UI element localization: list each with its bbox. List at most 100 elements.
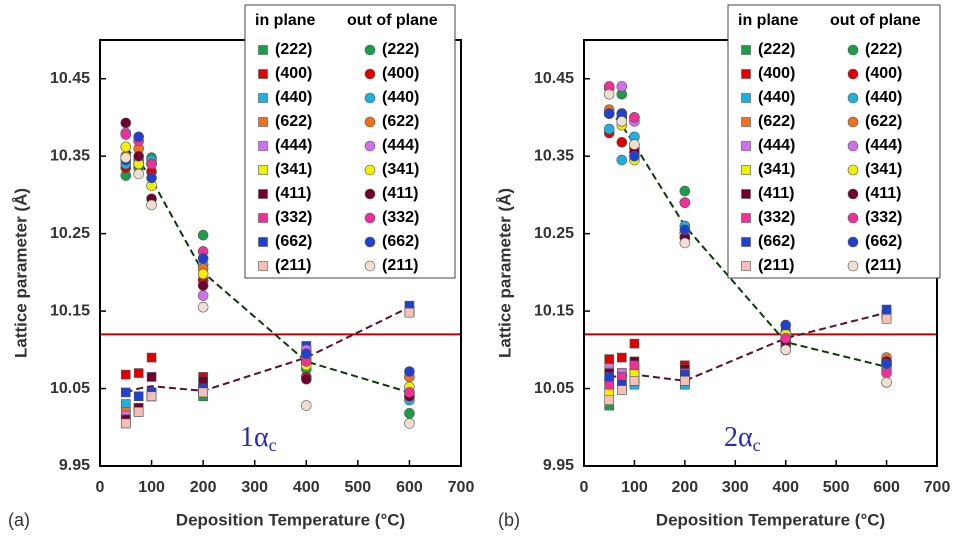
circle-marker bbox=[300, 400, 312, 411]
legend-marker bbox=[364, 140, 376, 152]
legend-marker bbox=[847, 140, 859, 152]
legend-label: (341) bbox=[758, 161, 795, 178]
x-tick-label: 300 bbox=[241, 479, 268, 496]
legend-label: (411) bbox=[275, 185, 311, 202]
legend-marker bbox=[364, 68, 376, 80]
legend-marker bbox=[364, 92, 376, 104]
legend-label: (662) bbox=[865, 233, 902, 250]
legend-header: out of plane bbox=[347, 12, 438, 29]
x-tick-label: 100 bbox=[138, 479, 165, 496]
panel: 9.95 10.05 10.15 10.25 10.35 10.45 0 100 200 300 4… bbox=[495, 4, 950, 530]
circle-marker bbox=[197, 268, 209, 280]
legend-label: (222) bbox=[382, 41, 419, 58]
circle-marker bbox=[679, 185, 691, 197]
circle-marker bbox=[603, 108, 615, 119]
x-axis-label: Deposition Temperature (°C) bbox=[176, 510, 405, 529]
x-tick-label: 200 bbox=[672, 479, 699, 496]
circle-marker bbox=[881, 358, 892, 370]
square-marker bbox=[629, 360, 640, 371]
circle-marker bbox=[133, 168, 144, 180]
x-tick-label: 500 bbox=[345, 479, 372, 496]
legend-label: (662) bbox=[382, 233, 419, 250]
y-tick-label: 10.45 bbox=[50, 70, 90, 87]
circle-marker bbox=[616, 136, 628, 148]
x-tick-label: 600 bbox=[873, 479, 900, 496]
annotation: 2αc bbox=[724, 422, 761, 455]
circle-marker bbox=[404, 387, 415, 398]
x-tick-label: 0 bbox=[580, 479, 589, 496]
legend-label: (411) bbox=[382, 185, 418, 202]
square-marker bbox=[881, 304, 892, 315]
legend-marker bbox=[741, 117, 751, 127]
legend-marker bbox=[847, 68, 859, 80]
legend-marker bbox=[847, 164, 859, 176]
legend-label: (444) bbox=[275, 137, 312, 154]
legend-box bbox=[727, 4, 941, 279]
circle-marker bbox=[780, 344, 792, 356]
legend-label: (411) bbox=[758, 185, 794, 202]
circle-marker bbox=[133, 150, 144, 162]
legend-marker bbox=[364, 260, 376, 272]
square-marker bbox=[404, 307, 415, 318]
legend-label: (411) bbox=[865, 185, 901, 202]
legend-label: (222) bbox=[758, 41, 795, 58]
legend-label: (444) bbox=[382, 137, 419, 154]
panel-label: (b) bbox=[498, 510, 520, 530]
legend-marker bbox=[741, 189, 751, 199]
legend-marker bbox=[364, 212, 376, 224]
legend-marker bbox=[847, 44, 859, 56]
square-marker bbox=[120, 369, 131, 380]
circle-marker bbox=[197, 253, 209, 264]
annotation: 1αc bbox=[240, 422, 277, 455]
annotation-text: 2α bbox=[724, 422, 753, 453]
legend-label: (622) bbox=[275, 113, 312, 130]
circle-marker bbox=[146, 199, 157, 211]
legend-marker bbox=[741, 93, 751, 103]
annotation-subscript: c bbox=[753, 435, 761, 455]
legend-marker bbox=[741, 237, 751, 247]
legend-marker bbox=[364, 164, 376, 176]
legend-label: (400) bbox=[382, 65, 419, 82]
circle-marker bbox=[616, 154, 628, 166]
circle-marker bbox=[120, 152, 132, 164]
legend-marker bbox=[847, 260, 859, 272]
legend-label: (341) bbox=[865, 161, 902, 178]
legend-label: (211) bbox=[758, 257, 794, 274]
x-tick-label: 500 bbox=[823, 479, 850, 496]
legend-label: (622) bbox=[865, 113, 902, 130]
legend-marker bbox=[258, 45, 268, 55]
square-marker bbox=[604, 395, 615, 405]
square-marker bbox=[146, 352, 157, 363]
y-axis-label: Lattice parameter (Å) bbox=[495, 188, 514, 358]
circle-marker bbox=[197, 301, 209, 313]
legend-marker bbox=[847, 236, 859, 248]
square-marker bbox=[146, 372, 157, 382]
legend-marker bbox=[258, 165, 268, 175]
legend-label: (332) bbox=[382, 209, 419, 226]
circle-marker bbox=[120, 117, 132, 129]
legend-label: (332) bbox=[275, 209, 312, 226]
y-tick-label: 10.35 bbox=[50, 147, 90, 164]
circle-marker bbox=[629, 112, 640, 123]
y-tick-label: 10.15 bbox=[534, 302, 574, 319]
circle-marker bbox=[629, 139, 640, 150]
legend-label: (332) bbox=[758, 209, 795, 226]
legend-marker bbox=[258, 237, 268, 247]
circle-marker bbox=[120, 141, 132, 153]
circle-marker bbox=[679, 237, 691, 249]
legend-marker bbox=[258, 93, 268, 103]
legend-marker bbox=[258, 189, 268, 199]
circle-marker bbox=[603, 123, 615, 135]
y-axis-label: Lattice parameter (Å) bbox=[11, 188, 30, 358]
panel-label: (a) bbox=[8, 510, 30, 530]
legend-marker bbox=[741, 261, 751, 271]
y-tick-label: 10.25 bbox=[534, 225, 574, 242]
circle-marker bbox=[197, 290, 209, 301]
trend-line bbox=[609, 311, 887, 382]
circle-marker bbox=[197, 280, 209, 291]
legend-marker bbox=[258, 117, 268, 127]
legend-label: (662) bbox=[758, 233, 795, 250]
legend-label: (222) bbox=[275, 41, 312, 58]
legend-marker bbox=[364, 44, 376, 56]
y-tick-label: 10.25 bbox=[50, 225, 90, 242]
